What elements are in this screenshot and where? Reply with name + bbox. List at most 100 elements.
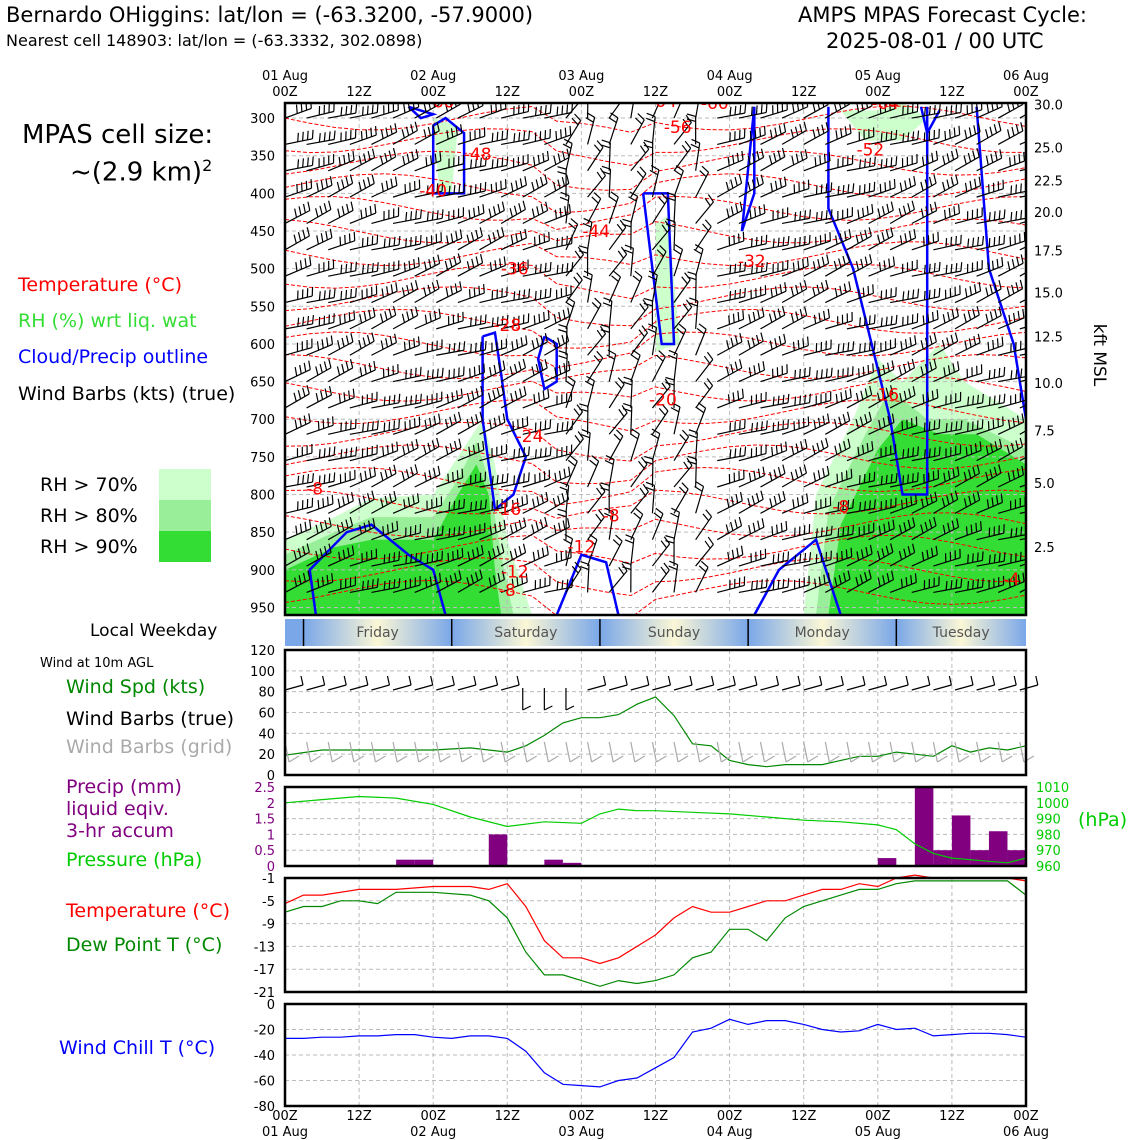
temp-label-19: -12 (501, 562, 529, 582)
pressure-ytick-990: 990 (1036, 813, 1061, 828)
ytick-kft-0: 30.0 (1034, 99, 1063, 114)
chill-ytick--20: -20 (254, 1024, 275, 1039)
ytick-kft-2: 22.5 (1034, 175, 1063, 190)
temp-contour-21 (285, 579, 1026, 615)
temp-label-3: -56 (664, 118, 692, 138)
wind-speed-line (284, 696, 1027, 768)
precip-bar-10 (988, 831, 1008, 866)
temp-ytick--1: -1 (262, 872, 275, 887)
wind-barb-true (803, 684, 822, 691)
temp-contour-5 (285, 218, 1026, 244)
temp-label-15: -16 (493, 500, 521, 520)
bottom-date-10: 06 Aug (1003, 1125, 1049, 1140)
legend-rh70: RH > 70% (40, 474, 138, 496)
wind-barb-true (976, 684, 995, 691)
legend-rh90: RH > 90% (40, 536, 138, 558)
wind-barb-grid (803, 741, 809, 763)
weekday-friday: Friday (356, 625, 398, 641)
wind-barb-true (392, 684, 412, 691)
weekday-bg-2 (599, 619, 749, 646)
pressure-ytick-970: 970 (1036, 844, 1061, 859)
ytick-pressure-950: 950 (250, 601, 275, 616)
wind-barb-grid (781, 741, 787, 763)
wind-ytick-40: 40 (258, 727, 275, 742)
cloud-outline-2 (431, 116, 466, 195)
temp-label-7: -40 (419, 181, 447, 201)
temp-contour-11 (285, 354, 1026, 380)
wind-barb-grid (997, 741, 1003, 763)
temp-label-18: -12 (568, 538, 596, 558)
wind-barb-true (954, 684, 974, 691)
cell-size-line2: ~(2.9 km)2 (70, 156, 213, 188)
temp-ytick--17: -17 (254, 963, 275, 978)
main-plot-area: -60 -64 -60 -56 -64 -52 -48 -40 -44 -36 -32 -28 -20 -… (285, 92, 1026, 615)
bottom-hour-3: 12Z (495, 1109, 521, 1124)
title-right-1: AMPS MPAS Forecast Cycle: (798, 3, 1087, 27)
wind-barb-grid (673, 741, 679, 763)
top-date-0: 01 Aug (262, 69, 308, 84)
bottom-hour-9: 12Z (939, 1109, 965, 1124)
precip-ytick-2: 2 (267, 797, 275, 812)
top-hour-3: 12Z (495, 85, 521, 100)
wind-barb-true (479, 684, 498, 691)
wind-barb-grid (608, 741, 614, 763)
ytick-pressure-550: 550 (250, 300, 275, 315)
precip-bar-6 (914, 787, 934, 866)
wind-barb-grid (867, 741, 874, 763)
temperature-line (284, 874, 1027, 965)
wind-barb-grid (738, 741, 744, 763)
ytick-kft-9: 5.0 (1034, 477, 1055, 492)
ytick-kft-1: 25.0 (1034, 141, 1063, 156)
bottom-hour-10: 00Z (1013, 1109, 1039, 1124)
wind-barb-true (457, 684, 477, 691)
wind-barb-grid (716, 741, 722, 763)
temp-label-1: -64 (649, 92, 677, 112)
wind-barb-true (998, 684, 1017, 691)
wind-barb-grid (306, 741, 312, 763)
wind-barb-grid (846, 741, 852, 763)
ytick-pressure-650: 650 (250, 376, 275, 391)
temp-label-22: -8 (306, 480, 323, 500)
wind-barb-true (781, 684, 801, 691)
top-hour-6: 00Z (717, 85, 743, 100)
rh-region-8 (433, 118, 458, 194)
precip-ytick-1.5: 1.5 (254, 813, 275, 828)
swatch-rh80 (159, 500, 211, 531)
ytick-kft-10: 2.5 (1034, 541, 1055, 556)
top-hour-9: 12Z (939, 85, 965, 100)
wind-barb-grid (478, 741, 485, 763)
temp-label-8: -44 (582, 222, 610, 242)
temp-contour-10 (285, 331, 1026, 369)
ytick-pressure-400: 400 (250, 187, 275, 202)
ytick-pressure-800: 800 (250, 489, 275, 504)
dewpoint-line (284, 880, 1027, 987)
wind-ytick-20: 20 (258, 748, 275, 763)
bottom-hour-7: 12Z (791, 1109, 817, 1124)
pressure-ytick-980: 980 (1036, 828, 1061, 843)
weekday-bg-4 (896, 619, 1026, 646)
chill-ytick--60: -60 (254, 1075, 275, 1090)
top-date-10: 06 Aug (1003, 69, 1049, 84)
cell-size-line1: MPAS cell size: (22, 120, 214, 150)
wind-barb-true (609, 684, 628, 691)
wind-barb-true (868, 684, 887, 691)
subtitle-left: Nearest cell 148903: lat/lon = (-63.3332… (6, 31, 423, 50)
temp-contour-9 (285, 308, 1026, 349)
bottom-hour-8: 00Z (865, 1109, 891, 1124)
temp-label-4: -64 (871, 94, 899, 114)
wind-barb-true (500, 684, 520, 691)
title-right-2: 2025-08-01 / 00 UTC (826, 29, 1044, 53)
bottom-date-2: 02 Aug (410, 1125, 456, 1140)
wind-barb-grid (759, 741, 766, 763)
temp-label-5: -52 (856, 141, 884, 161)
ytick-pressure-600: 600 (250, 338, 275, 353)
chill-ytick--40: -40 (254, 1049, 275, 1064)
weekday-bg-0 (303, 619, 452, 646)
wind-barb-true (587, 684, 606, 691)
cloud-outline-8 (827, 106, 929, 496)
wind-frame (283, 648, 1028, 777)
ytick-pressure-300: 300 (250, 112, 275, 127)
precip-frame (283, 785, 1028, 868)
wind-panel-title: Wind at 10m AGL (40, 656, 154, 671)
